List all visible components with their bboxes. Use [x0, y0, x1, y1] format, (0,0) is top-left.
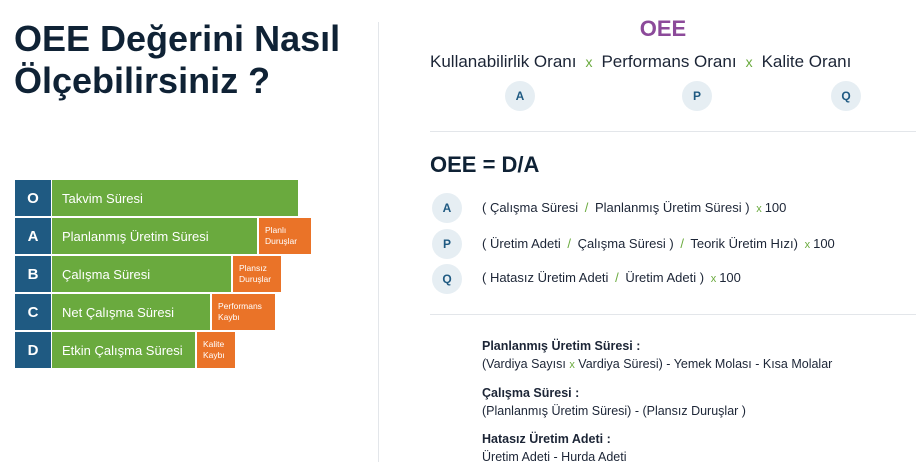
oee-heading: OEE [639, 16, 687, 41]
divide-operator: / [680, 236, 684, 251]
bar-label: Planlanmış Üretim Süresi [52, 218, 257, 254]
multiply-operator: x [569, 359, 575, 371]
divide-operator: / [584, 200, 589, 215]
bar-label: Takvim Süresi [52, 180, 298, 216]
divider [430, 314, 916, 315]
bar-letter: O [15, 180, 51, 216]
divider [430, 131, 916, 132]
loss-label: Kalite Kaybı [197, 332, 235, 368]
formula-term: Kalite Oranı [761, 52, 852, 71]
oee-formula: Kullanabilirlik Oranı x Performans Oranı x K… [430, 52, 910, 72]
formula-term: Performans Oranı [601, 52, 737, 71]
definition-good-count: Hatasız Üretim Adeti : Üretim Adeti - Hu… [482, 430, 627, 466]
vertical-divider [378, 22, 379, 462]
loss-label: Performans Kaybı [212, 294, 275, 330]
bar-label: Net Çalışma Süresi [52, 294, 210, 330]
definition-operating-time: Çalışma Süresi : (Planlanmış Üretim Süre… [482, 384, 746, 420]
letter-badge-p: P [682, 81, 712, 111]
multiply-operator: x [756, 203, 762, 215]
multiplier: 100 [813, 236, 835, 251]
letter-badge-p: P [432, 229, 462, 259]
definition-part: (Vardiya Sayısı [482, 357, 566, 371]
definition-planned-time: Planlanmış Üretim Süresi : (Vardiya Sayı… [482, 337, 832, 374]
definition-part: Vardiya Süresi) - Yemek Molası - Kısa Mo… [578, 357, 833, 371]
letter-badge-q: Q [831, 81, 861, 111]
formula-part: Üretim Adeti ) [625, 270, 705, 285]
bar-letter: D [15, 332, 51, 368]
formula-term: Kullanabilirlik Oranı [430, 52, 577, 71]
definition-heading: Planlanmış Üretim Süresi : [482, 339, 641, 353]
loss-label: Plansız Duruşlar [233, 256, 281, 292]
bar-label: Çalışma Süresi [52, 256, 231, 292]
formula-part: Planlanmış Üretim Süresi ) [594, 200, 750, 215]
multiply-operator: x [710, 273, 717, 285]
definition-heading: Çalışma Süresi : [482, 386, 580, 400]
divide-operator: / [567, 236, 571, 251]
definition-body: (Planlanmış Üretim Süresi) - (Plansız Du… [482, 404, 746, 418]
formula-part: Teorik Üretim Hızı) [690, 236, 798, 251]
bar-letter: A [15, 218, 51, 254]
multiply-operator: x [585, 54, 593, 70]
formula-part: ( Hatasız Üretim Adeti [482, 270, 609, 285]
definition-body: (Vardiya Sayısı x Vardiya Süresi) - Yeme… [482, 355, 832, 374]
formula-row-q: ( Hatasız Üretim Adeti / Üretim Adeti ) … [482, 270, 741, 285]
letter-badge-q: Q [432, 264, 462, 294]
multiply-operator: x [745, 54, 753, 70]
definition-heading: Hatasız Üretim Adeti : [482, 432, 611, 446]
loss-label: Planlı Duruşlar [259, 218, 311, 254]
formula-part: ( Çalışma Süresi [482, 200, 579, 215]
formula-row-p: ( Üretim Adeti / Çalışma Süresi ) / Teor… [482, 236, 835, 251]
page-title: OEE Değerini Nasıl Ölçebilirsiniz ? [14, 18, 341, 101]
definition-body: Üretim Adeti - Hurda Adeti [482, 450, 627, 464]
divide-operator: / [615, 270, 619, 285]
bar-letter: C [15, 294, 51, 330]
formula-part: Çalışma Süresi ) [577, 236, 674, 251]
multiplier: 100 [719, 270, 741, 285]
letter-badge-a: A [505, 81, 535, 111]
bar-letter: B [15, 256, 51, 292]
multiplier: 100 [764, 200, 787, 215]
formula-part: ( Üretim Adeti [482, 236, 561, 251]
bar-label: Etkin Çalışma Süresi [52, 332, 195, 368]
oee-equation: OEE = D/A [430, 152, 540, 177]
letter-badge-a: A [432, 193, 462, 223]
multiply-operator: x [804, 239, 811, 251]
formula-row-a: ( Çalışma Süresi / Planlanmış Üretim Sür… [482, 200, 786, 215]
